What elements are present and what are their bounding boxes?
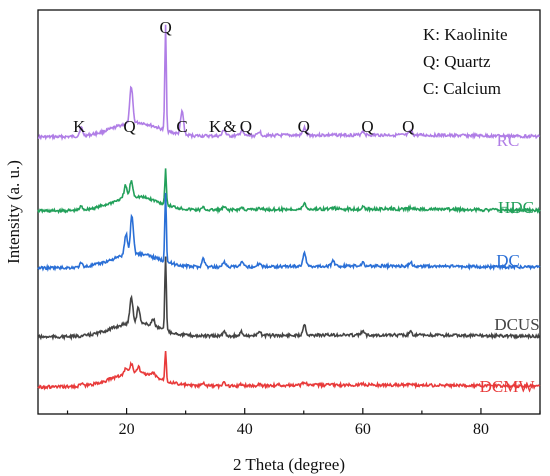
x-tick-label-20: 20: [119, 421, 135, 438]
series-label-dc: DC: [496, 251, 520, 270]
key-box: K: Kaolinite Q: Quartz C: Calcium: [423, 25, 508, 98]
key-line-kaolinite: K: Kaolinite: [423, 25, 508, 44]
series-line-dcus: [37, 256, 541, 341]
x-axis: 20 40 60 80: [66, 408, 541, 438]
series-layer: RC HDC DC DCUS DCMW: [37, 24, 541, 396]
series-line-hdc: [37, 168, 541, 215]
series-line-dc: [37, 192, 541, 272]
series-label-rc: RC: [497, 131, 520, 150]
series-label-hdc: HDC: [498, 198, 534, 217]
peak-annotation-5: &: [223, 117, 236, 136]
series-line-dcmw: [37, 351, 541, 391]
peak-annotation-4: K: [209, 117, 222, 136]
peak-annotation-3: C: [176, 117, 187, 136]
peak-annotation-9: Q: [402, 117, 414, 136]
key-line-quartz: Q: Quartz: [423, 52, 491, 71]
peak-annotation-6: Q: [240, 117, 252, 136]
x-axis-label: 2 Theta (degree): [233, 455, 345, 474]
peak-annotation-2: Q: [159, 18, 171, 37]
y-axis-label: Intensity (a. u.): [4, 160, 23, 264]
key-line-calcium: C: Calcium: [423, 79, 501, 98]
series-line-rc: [37, 24, 541, 142]
annotation-layer: K QQC K & Q Q Q Q: [73, 18, 414, 136]
peak-annotation-1: Q: [123, 117, 135, 136]
peak-annotation-7: Q: [298, 117, 310, 136]
series-label-dcus: DCUS: [494, 315, 539, 334]
series-label-dcmw: DCMW: [480, 377, 536, 396]
x-tick-label-80: 80: [473, 421, 489, 438]
peak-annotation-8: Q: [361, 117, 373, 136]
x-tick-label-60: 60: [355, 421, 371, 438]
x-tick-label-40: 40: [237, 421, 253, 438]
peak-annotation-0: K: [73, 117, 86, 136]
